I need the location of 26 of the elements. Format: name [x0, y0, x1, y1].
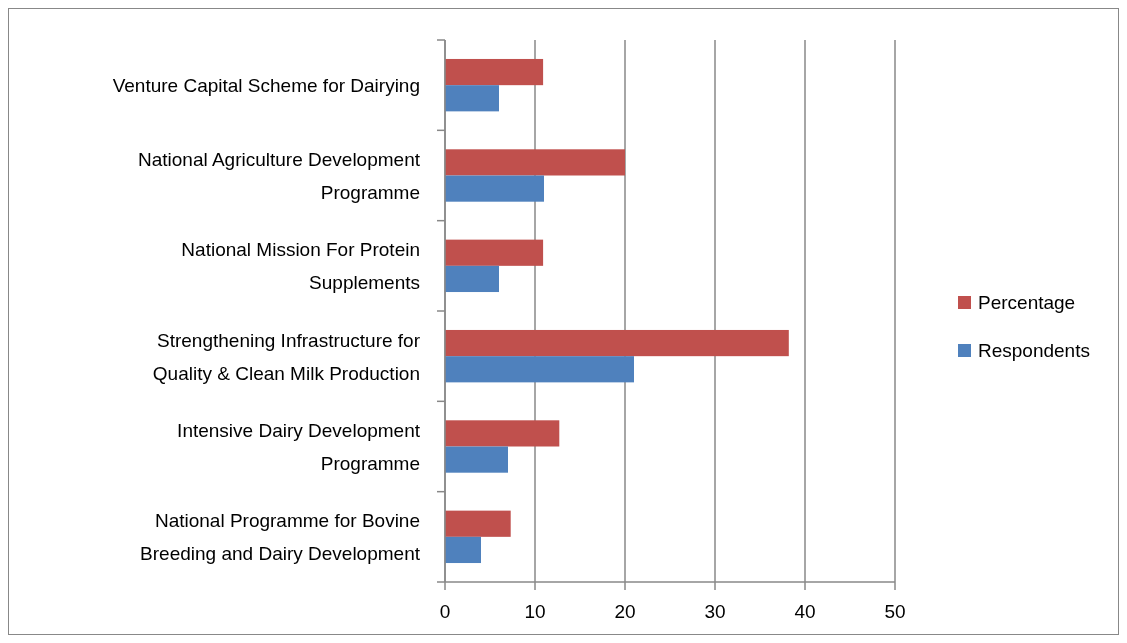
y-tick-label: Venture Capital Scheme for Dairying	[112, 75, 420, 97]
bar	[445, 356, 634, 383]
x-tick-label: 30	[704, 601, 726, 622]
bar	[445, 536, 481, 564]
bar	[445, 420, 560, 447]
y-tick-label: Strengthening Infrastructure for Quality & Clean Milk Production	[152, 329, 421, 384]
bar	[445, 446, 508, 473]
y-tick-label: National Mission For Protein Supplements	[181, 239, 420, 294]
bar	[445, 265, 499, 293]
x-tick-label: 0	[439, 601, 451, 622]
x-tick-label: 40	[794, 601, 816, 622]
bar	[445, 239, 544, 266]
y-tick-label: Intensive Dairy Development Programme	[177, 420, 421, 474]
x-tick-label: 20	[614, 601, 636, 622]
x-tick-label: 50	[884, 601, 906, 622]
y-tick-label: National Programme for Bovine Breeding and Dairy Development	[140, 510, 421, 565]
bar	[445, 149, 625, 176]
bar	[445, 85, 499, 112]
bar	[445, 329, 789, 357]
y-tick-label: National Agriculture Development Programme	[138, 149, 421, 203]
legend-label: Respondents	[978, 340, 1090, 361]
bar	[445, 58, 544, 86]
bar	[445, 175, 544, 202]
bar	[445, 510, 511, 537]
legend-label: Percentage	[978, 292, 1076, 313]
x-tick-label: 10	[524, 601, 546, 622]
